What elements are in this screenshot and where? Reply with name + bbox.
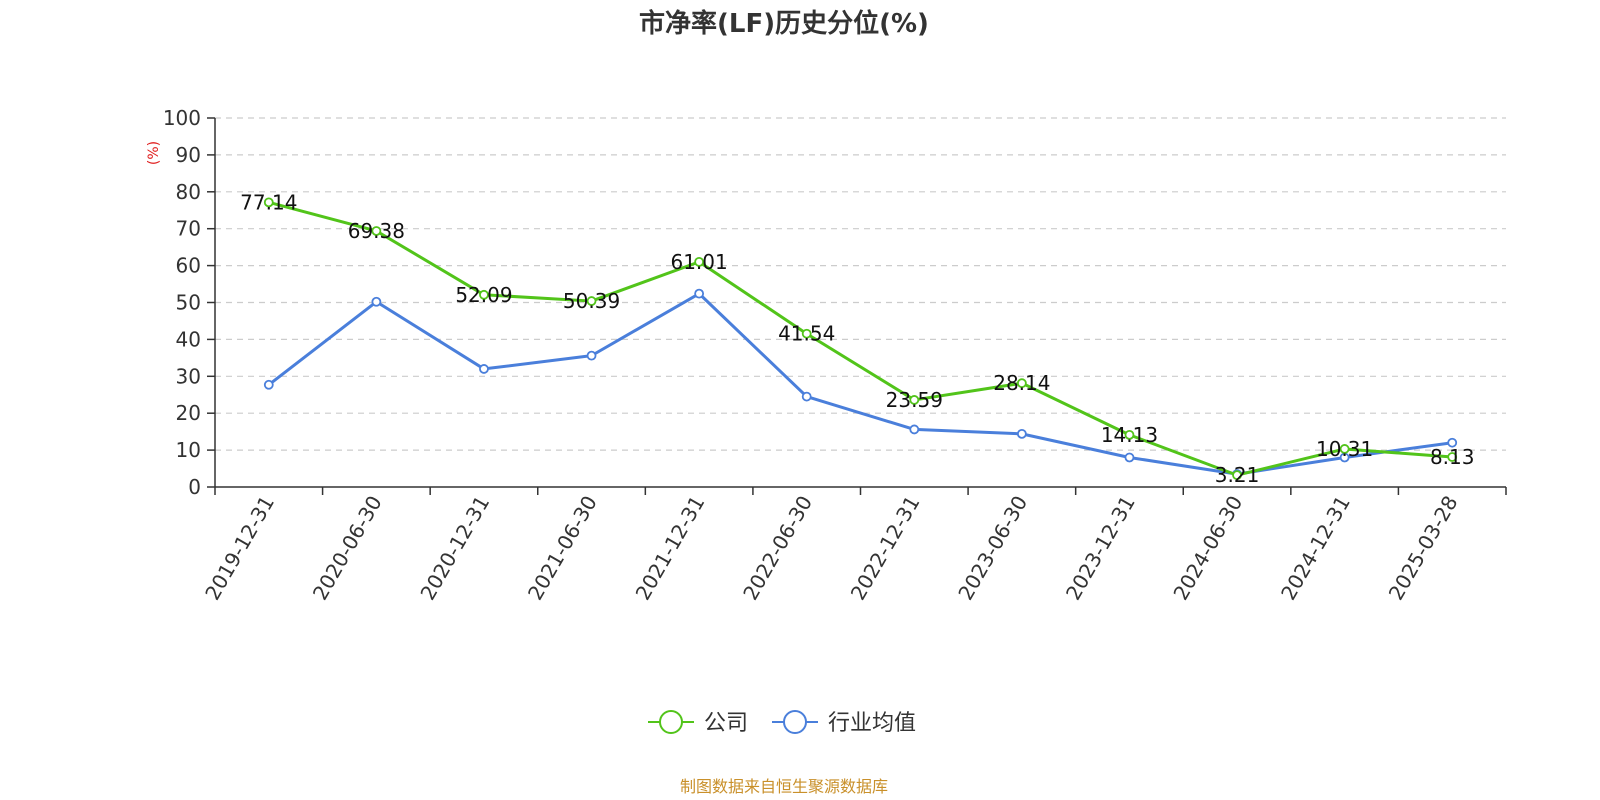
data-point[interactable]: [1447, 437, 1458, 448]
y-tick-label: 60: [176, 254, 201, 278]
x-tick-label: 2023-06-30: [953, 492, 1032, 605]
data-point[interactable]: [263, 197, 274, 208]
data-point[interactable]: [479, 289, 489, 300]
x-tick-label: 2021-12-31: [631, 492, 710, 605]
y-tick-labels: 0 10 20 30 40 50 60 70 80 90 100: [163, 106, 201, 499]
data-label: 8.13: [1430, 445, 1475, 469]
data-point[interactable]: [1232, 470, 1242, 481]
data-point[interactable]: [1339, 444, 1350, 454]
legend-item-company[interactable]: 公司: [648, 710, 748, 736]
data-label: 28.14: [993, 371, 1050, 395]
data-point[interactable]: [586, 350, 597, 361]
x-tick-label: 2025-03-28: [1384, 492, 1463, 605]
data-point[interactable]: [909, 424, 920, 435]
data-label: 14.13: [1101, 423, 1158, 447]
y-tick-label: 50: [176, 291, 201, 315]
data-label: 61.01: [670, 250, 727, 274]
x-tick-label: 2024-12-31: [1276, 492, 1355, 605]
y-axis-unit: (%): [146, 141, 162, 165]
y-tick-label: 0: [188, 475, 201, 499]
data-point[interactable]: [371, 226, 382, 236]
series-line: [268, 200, 1453, 477]
data-label: 50.39: [563, 289, 620, 313]
legend-marker: [783, 710, 807, 734]
data-label: 3.21: [1215, 463, 1260, 487]
legend-label: 行业均值: [828, 711, 916, 736]
x-tick-label: 2022-06-30: [738, 492, 817, 605]
data-point[interactable]: [694, 256, 705, 267]
y-tick-label: 20: [176, 401, 201, 425]
source-note: 制图数据来自恒生聚源数据库: [680, 777, 888, 796]
legend-item-industry-average[interactable]: 行业均值: [772, 710, 916, 736]
data-point[interactable]: [371, 296, 382, 307]
series-line: [267, 292, 1453, 476]
series-company: [263, 197, 1458, 481]
x-tick-label: 2021-06-30: [523, 492, 602, 605]
data-point[interactable]: [1124, 429, 1135, 440]
axes: [207, 117, 1507, 495]
legend-marker: [659, 710, 683, 734]
series-industry-average: [263, 288, 1458, 479]
y-tick-label: 100: [163, 106, 201, 130]
data-point[interactable]: [1016, 378, 1027, 389]
data-point[interactable]: [694, 288, 705, 299]
data-label: 41.54: [778, 322, 835, 346]
data-label: 52.09: [455, 283, 512, 307]
data-label: 10.31: [1316, 437, 1373, 461]
y-tick-label: 10: [176, 438, 201, 462]
x-tick-label: 2020-06-30: [308, 492, 387, 605]
data-label: 23.59: [886, 388, 943, 412]
gridlines: [215, 117, 1506, 451]
series: [263, 197, 1458, 481]
y-tick-label: 70: [176, 217, 201, 241]
x-tick-label: 2023-12-31: [1061, 492, 1140, 605]
x-tick-label: 2024-06-30: [1168, 492, 1247, 605]
x-tick-label: 2019-12-31: [200, 492, 279, 605]
legend-label: 公司: [704, 711, 748, 736]
data-point[interactable]: [1016, 428, 1027, 439]
data-point[interactable]: [479, 364, 489, 374]
data-point[interactable]: [801, 391, 812, 402]
y-tick-label: 30: [176, 364, 201, 388]
data-point[interactable]: [586, 296, 597, 306]
data-point[interactable]: [1124, 452, 1135, 463]
data-label: 77.14: [240, 190, 297, 214]
data-point[interactable]: [1447, 452, 1458, 462]
y-tick-label: 40: [176, 327, 201, 351]
x-tick-labels: 2019-12-31 2020-06-30 2020-12-31 2021-06-30…: [200, 492, 1462, 605]
y-tick-label: 80: [176, 180, 201, 204]
x-tick-label: 2020-12-31: [415, 492, 494, 605]
x-tick-label: 2022-12-31: [846, 492, 925, 605]
chart-title: 市净率(LF)历史分位(%): [639, 8, 929, 39]
legend[interactable]: 公司 行业均值: [648, 710, 916, 736]
data-point[interactable]: [263, 379, 274, 390]
data-point[interactable]: [801, 328, 812, 339]
y-tick-label: 90: [176, 143, 201, 167]
data-label: 69.38: [348, 219, 405, 243]
data-point[interactable]: [909, 395, 920, 405]
data-labels: 77.14 69.38 52.09 50.39 61.01 41.54 23.59 28.14…: [240, 190, 1474, 487]
